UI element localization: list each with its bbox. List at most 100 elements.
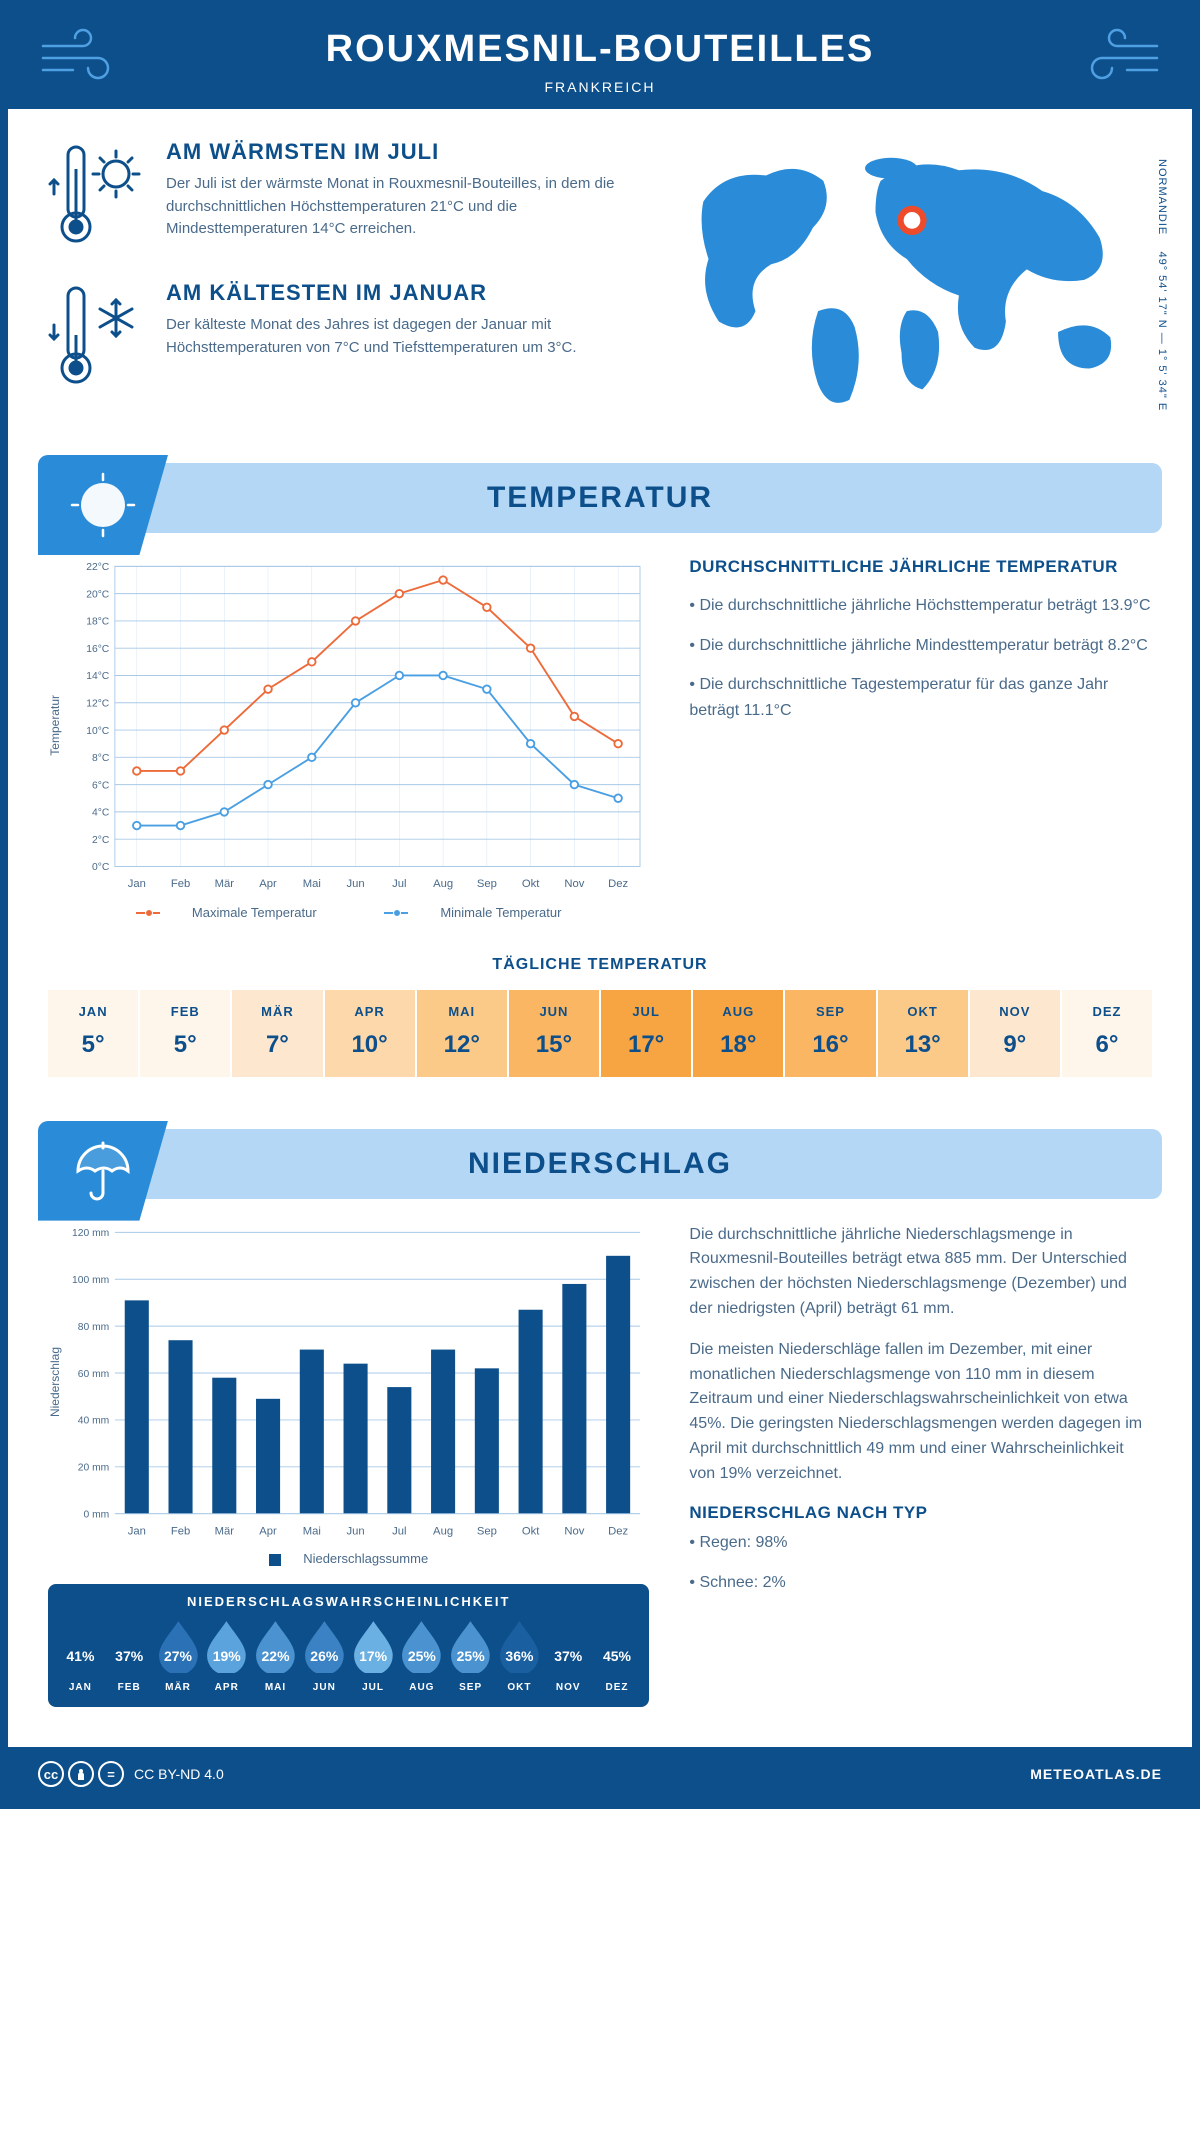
svg-text:8°C: 8°C: [92, 753, 110, 764]
temperature-info: DURCHSCHNITTLICHE JÄHRLICHE TEMPERATUR •…: [689, 557, 1152, 920]
probability-drops: 41%JAN37%FEB27%MÄR19%APR22%MAI26%JUN17%J…: [58, 1619, 639, 1693]
site-name: METEOATLAS.DE: [1030, 1766, 1162, 1782]
svg-text:14°C: 14°C: [86, 671, 110, 682]
svg-text:Okt: Okt: [522, 878, 540, 890]
svg-text:12°C: 12°C: [86, 699, 110, 710]
svg-text:Jun: Jun: [346, 878, 364, 890]
temp-info-bullet: • Die durchschnittliche Tagestemperatur …: [689, 672, 1152, 723]
probability-drop: 45%DEZ: [595, 1619, 640, 1693]
probability-drop: 25%SEP: [448, 1619, 493, 1693]
precipitation-text: Die durchschnittliche jährliche Niedersc…: [689, 1223, 1152, 1708]
temperature-row: Temperatur 0°C2°C4°C6°C8°C10°C12°C14°C16…: [8, 557, 1192, 940]
temperature-section-header: TEMPERATUR: [38, 463, 1162, 533]
footer: cc = CC BY-ND 4.0 METEOATLAS.DE: [8, 1747, 1192, 1801]
svg-text:Mär: Mär: [215, 878, 235, 890]
svg-text:Jul: Jul: [392, 878, 406, 890]
probability-drop: 41%JAN: [58, 1619, 103, 1693]
svg-text:100 mm: 100 mm: [72, 1275, 109, 1286]
daily-temp-cell: JAN5°: [48, 990, 138, 1077]
precipitation-row: Niederschlag 0 mm20 mm40 mm60 mm80 mm100…: [8, 1223, 1192, 1728]
license: cc = CC BY-ND 4.0: [38, 1761, 224, 1787]
temperature-chart: Temperatur 0°C2°C4°C6°C8°C10°C12°C14°C16…: [48, 557, 649, 920]
probability-drop: 25%AUG: [399, 1619, 444, 1693]
svg-text:Jul: Jul: [392, 1525, 406, 1537]
world-map: NORMANDIE 49° 54' 17" N — 1° 5' 34" E: [672, 139, 1152, 421]
infographic-page: ROUXMESNIL-BOUTEILLES FRANKREICH AM WÄRM…: [0, 0, 1200, 1809]
svg-text:10°C: 10°C: [86, 726, 110, 737]
probability-drop: 17%JUL: [351, 1619, 396, 1693]
precip-type-bullet: • Regen: 98%: [689, 1531, 1152, 1556]
svg-text:Dez: Dez: [608, 1525, 628, 1537]
svg-text:Apr: Apr: [259, 1525, 277, 1537]
country-subtitle: FRANKREICH: [8, 79, 1192, 95]
probability-drop: 22%MAI: [253, 1619, 298, 1693]
daily-temp-cell: APR10°: [325, 990, 415, 1077]
thermometer-sun-icon: [48, 139, 148, 254]
cc-icon: cc: [38, 1761, 64, 1787]
temp-info-heading: DURCHSCHNITTLICHE JÄHRLICHE TEMPERATUR: [689, 557, 1152, 577]
svg-text:Apr: Apr: [259, 878, 277, 890]
daily-temp-title: TÄGLICHE TEMPERATUR: [8, 956, 1192, 974]
svg-text:Jan: Jan: [128, 878, 146, 890]
svg-text:20 mm: 20 mm: [78, 1462, 109, 1473]
probability-band: NIEDERSCHLAGSWAHRSCHEINLICHKEIT 41%JAN37…: [48, 1584, 649, 1707]
coordinates: NORMANDIE 49° 54' 17" N — 1° 5' 34" E: [1156, 159, 1168, 411]
svg-text:Okt: Okt: [522, 1525, 540, 1537]
daily-temp-cell: SEP16°: [785, 990, 875, 1077]
svg-text:Sep: Sep: [477, 1525, 497, 1537]
svg-text:2°C: 2°C: [92, 835, 110, 846]
nd-icon: =: [98, 1761, 124, 1787]
precip-legend: Niederschlagssumme: [48, 1551, 649, 1566]
probability-drop: 37%FEB: [107, 1619, 152, 1693]
svg-text:Jan: Jan: [128, 1525, 146, 1537]
probability-drop: 19%APR: [204, 1619, 249, 1693]
warmest-title: AM WÄRMSTEN IM JULI: [166, 139, 632, 165]
svg-text:60 mm: 60 mm: [78, 1368, 109, 1379]
svg-text:Sep: Sep: [477, 878, 497, 890]
daily-temp-cell: OKT13°: [878, 990, 968, 1077]
daily-temp-cell: AUG18°: [693, 990, 783, 1077]
svg-text:0°C: 0°C: [92, 862, 110, 873]
svg-text:6°C: 6°C: [92, 780, 110, 791]
sun-icon: [38, 455, 168, 555]
precip-type-heading: NIEDERSCHLAG NACH TYP: [689, 1503, 1152, 1523]
temp-info-bullet: • Die durchschnittliche jährliche Mindes…: [689, 633, 1152, 659]
svg-text:Dez: Dez: [608, 878, 628, 890]
svg-text:Feb: Feb: [171, 1525, 190, 1537]
precipitation-left: Niederschlag 0 mm20 mm40 mm60 mm80 mm100…: [48, 1223, 649, 1708]
daily-temp-cell: DEZ6°: [1062, 990, 1152, 1077]
warmest-block: AM WÄRMSTEN IM JULI Der Juli ist der wär…: [48, 139, 632, 254]
svg-text:Nov: Nov: [564, 1525, 584, 1537]
probability-drop: 37%NOV: [546, 1619, 591, 1693]
location-title: ROUXMESNIL-BOUTEILLES: [8, 28, 1192, 71]
daily-temp-cell: FEB5°: [140, 990, 230, 1077]
by-icon: [68, 1761, 94, 1787]
probability-title: NIEDERSCHLAGSWAHRSCHEINLICHKEIT: [58, 1594, 639, 1609]
wind-icon: [1072, 26, 1162, 98]
svg-text:Mai: Mai: [303, 878, 321, 890]
section-title: TEMPERATUR: [38, 481, 1162, 515]
probability-drop: 27%MÄR: [156, 1619, 201, 1693]
highlights-row: AM WÄRMSTEN IM JULI Der Juli ist der wär…: [8, 109, 1192, 451]
svg-text:Aug: Aug: [433, 878, 453, 890]
svg-text:Aug: Aug: [433, 1525, 453, 1537]
precipitation-chart: 0 mm20 mm40 mm60 mm80 mm100 mm120 mmJanF…: [68, 1223, 649, 1542]
daily-temp-cell: JUL17°: [601, 990, 691, 1077]
svg-text:18°C: 18°C: [86, 617, 110, 628]
highlights-text: AM WÄRMSTEN IM JULI Der Juli ist der wär…: [48, 139, 632, 421]
svg-text:80 mm: 80 mm: [78, 1321, 109, 1332]
precip-para-1: Die durchschnittliche jährliche Niedersc…: [689, 1223, 1152, 1322]
header: ROUXMESNIL-BOUTEILLES FRANKREICH: [8, 8, 1192, 109]
wind-icon: [38, 26, 128, 98]
svg-text:120 mm: 120 mm: [72, 1228, 109, 1239]
coldest-text: Der kälteste Monat des Jahres ist dagege…: [166, 314, 632, 359]
thermometer-snow-icon: [48, 280, 148, 395]
svg-text:16°C: 16°C: [86, 644, 110, 655]
svg-text:Mai: Mai: [303, 1525, 321, 1537]
daily-temp-cell: MAI12°: [417, 990, 507, 1077]
svg-text:40 mm: 40 mm: [78, 1415, 109, 1426]
svg-text:20°C: 20°C: [86, 589, 110, 600]
warmest-text: Der Juli ist der wärmste Monat in Rouxme…: [166, 173, 632, 241]
probability-drop: 36%OKT: [497, 1619, 542, 1693]
section-title: NIEDERSCHLAG: [38, 1147, 1162, 1181]
